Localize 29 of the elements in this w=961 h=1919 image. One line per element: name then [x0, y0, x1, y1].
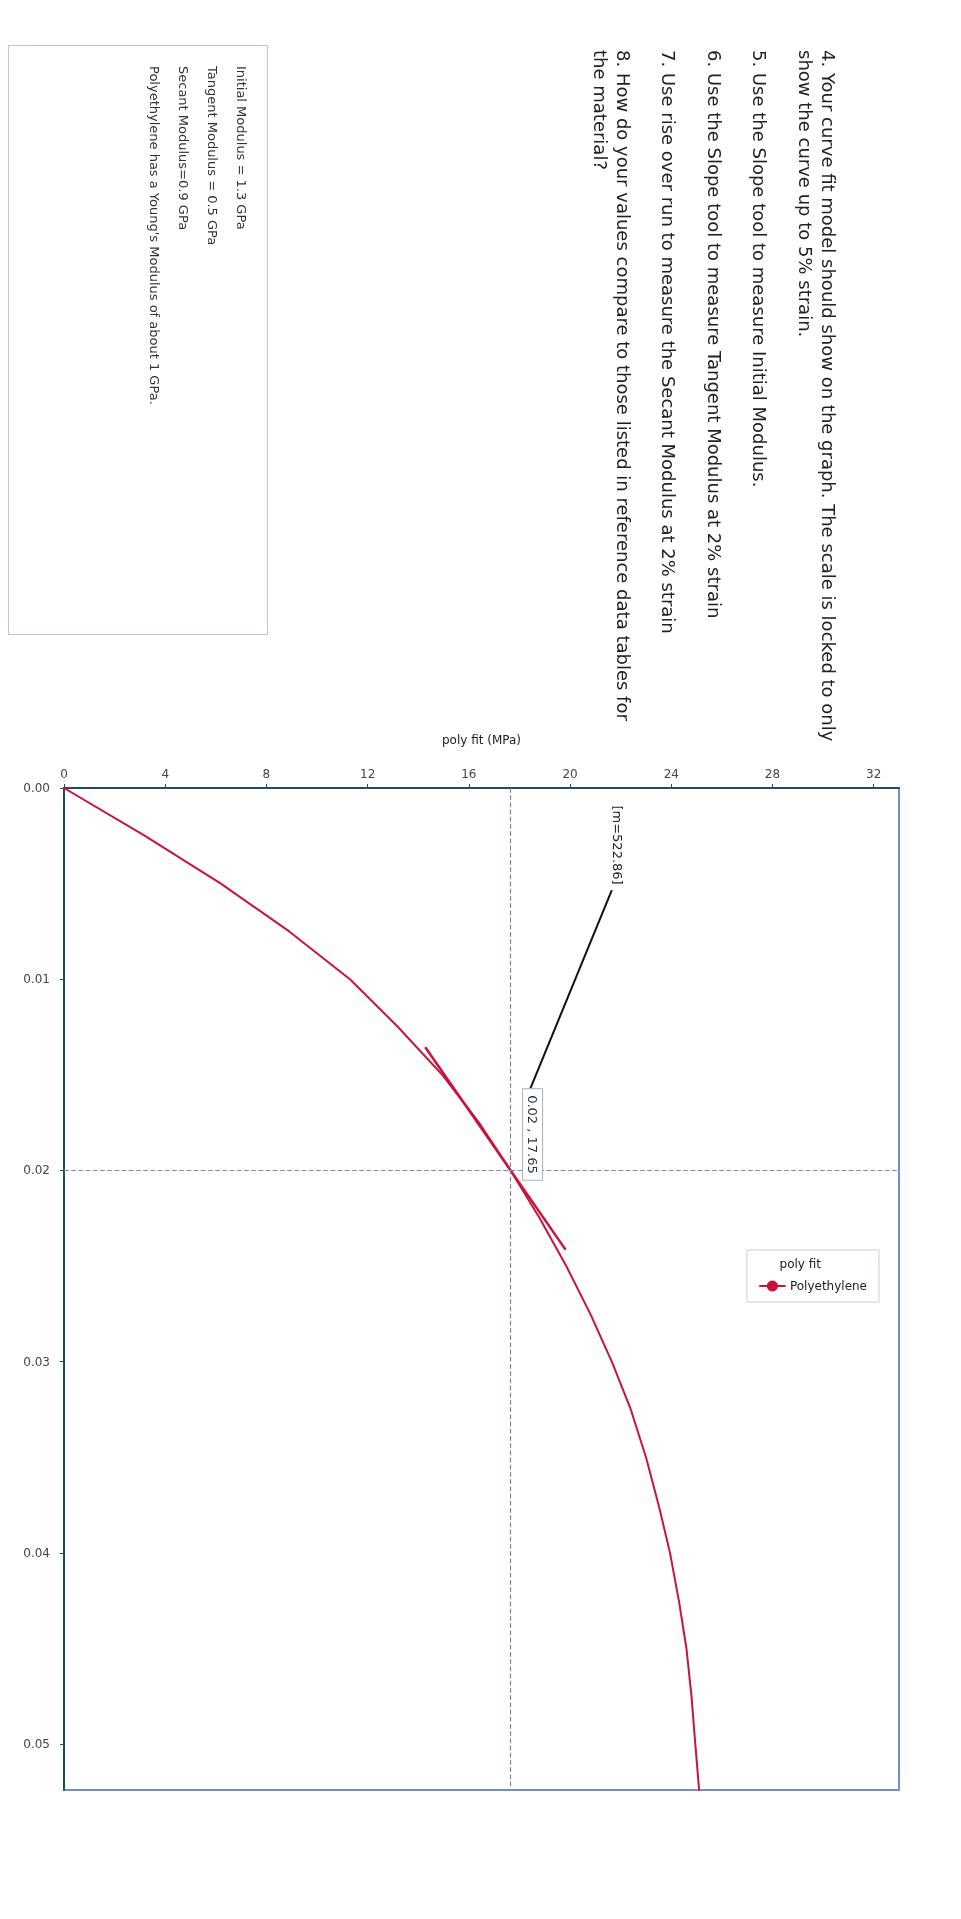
text: Secant Modulus=0.9 GPa [176, 66, 191, 233]
annotation: [m=522.86] [610, 805, 626, 885]
text: 5. Use the Slope tool to measure Initial Modulus. [748, 50, 772, 490]
annotation: 0.02 , 17.65 [525, 1095, 541, 1174]
x-tick-label: 0 [60, 767, 68, 781]
y-tick-label: 0.04 [23, 1545, 50, 1560]
x-tick-label: 8 [262, 767, 271, 781]
x-tick-label: 24 [663, 767, 679, 781]
x-axis-title: poly fit (MPa) [441, 733, 522, 747]
y-tick-label: 0.01 [23, 972, 50, 987]
legend-label: Polyethylene [789, 1279, 868, 1293]
x-tick-label: 16 [461, 767, 477, 781]
text: Initial Modulus = 1.3 GPa [234, 66, 249, 232]
legend-title: poly fit [779, 1257, 822, 1271]
y-tick-label: 0.03 [23, 1354, 50, 1369]
text: 8. How do your values compare to those listed in reference data tables for the material? [588, 50, 636, 723]
x-tick-label: 4 [161, 767, 170, 781]
text: Polyethylene has a Young's Modulus of about 1 GPa. [147, 66, 162, 407]
text: 7. Use rise over run to measure the Secant Modulus at 2% strain [657, 50, 681, 636]
x-tick-label: 12 [360, 767, 376, 781]
y-tick-label: 0.00 [23, 781, 50, 795]
x-tick-label: 28 [764, 767, 781, 781]
text: 4. Your curve fit model should show on the graph. The scale is locked to only show the curve up to 5% strain. [793, 50, 840, 744]
x-tick-label: 20 [562, 767, 578, 781]
x-tick-label: 32 [866, 767, 882, 781]
text: Tangent Modulus = 0.5 GPa [205, 66, 220, 248]
text: 6. Use the Slope tool to measure Tangent Modulus at 2% strain [702, 50, 726, 621]
y-tick-label: 0.05 [23, 1737, 50, 1752]
y-tick-label: 0.02 [23, 1163, 50, 1178]
